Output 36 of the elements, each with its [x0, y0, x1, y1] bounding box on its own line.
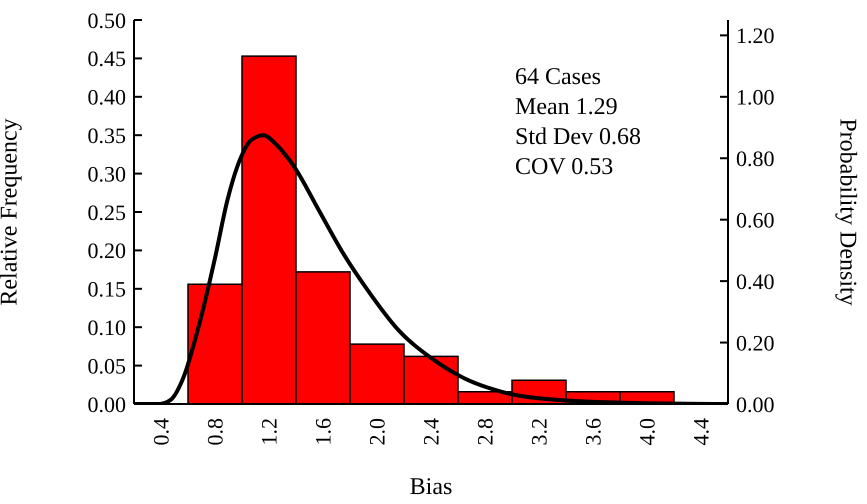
x-tick-label: 1.6 — [310, 418, 336, 446]
y-tick-label: 0.30 — [88, 161, 126, 186]
x-tick-label: 2.8 — [472, 418, 498, 446]
y-tick-label: 0.05 — [88, 353, 126, 378]
x-tick-label: 4.0 — [634, 418, 660, 446]
y2-tick-label: 0.80 — [736, 146, 774, 172]
y2-axis-title: Probability Density — [834, 118, 860, 306]
annotation: COV 0.53 — [515, 153, 614, 182]
annotation: Std Dev 0.68 — [515, 123, 641, 152]
x-tick-label: 2.0 — [364, 418, 390, 446]
y2-tick-label: 0.20 — [736, 330, 774, 356]
y2-tick-label: 0.40 — [736, 268, 774, 294]
y-axis-title: Relative Frequency — [0, 118, 23, 306]
annotation: Mean 1.29 — [515, 93, 619, 122]
y-tick-label: 0.10 — [88, 315, 126, 340]
y2-tick-label: 1.20 — [736, 23, 774, 48]
x-tick-label: 3.6 — [580, 418, 606, 446]
annotation: 64 Cases — [515, 63, 602, 92]
y-tick-label: 0.35 — [88, 123, 126, 148]
y-tick-label: 0.50 — [88, 8, 126, 33]
x-tick-label: 3.2 — [526, 418, 552, 446]
y2-tick-label: 0.60 — [736, 207, 774, 232]
y2-tick-label: 1.00 — [736, 84, 774, 110]
x-axis-title: Bias — [410, 474, 452, 500]
y-tick-label: 0.00 — [88, 392, 126, 417]
y-tick-label: 0.20 — [88, 238, 126, 264]
x-tick-label: 1.2 — [256, 418, 282, 446]
y-tick-label: 0.25 — [88, 200, 126, 225]
x-tick-label: 4.4 — [688, 418, 714, 446]
x-tick-label: 2.4 — [418, 418, 444, 446]
y-tick-label: 0.45 — [88, 46, 126, 72]
y-tick-label: 0.40 — [88, 84, 126, 110]
y2-tick-label: 0.00 — [736, 392, 774, 417]
x-tick-label: 0.4 — [148, 418, 174, 446]
y-tick-label: 0.15 — [88, 276, 126, 302]
x-tick-label: 0.8 — [202, 418, 228, 446]
